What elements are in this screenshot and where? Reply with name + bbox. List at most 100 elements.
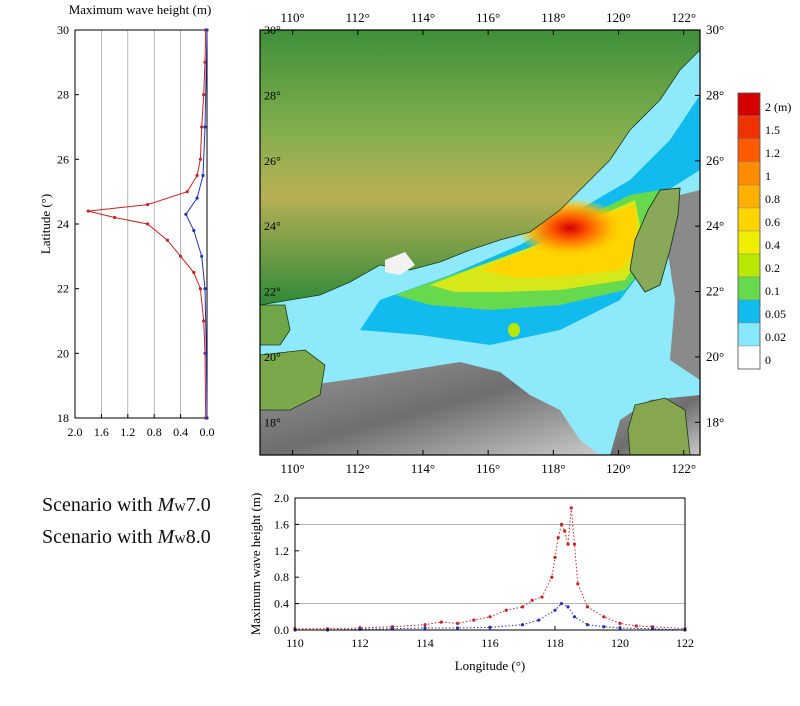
scenario-m: M <box>157 526 175 548</box>
y-tick-label: 18 <box>57 411 69 425</box>
colorbar-swatch <box>737 138 761 163</box>
scenario-mw80-label: Scenario with Mw8.0 <box>42 526 211 549</box>
data-point <box>585 623 590 627</box>
y-axis-label: Maximum wave height (m) <box>248 493 263 636</box>
y-tick-label: 1.2 <box>274 544 289 558</box>
map-inner-lat-label: 24° <box>264 219 281 233</box>
y-tick-label: 24 <box>57 217 69 231</box>
left-panel-title: Maximum wave height (m) <box>69 2 212 17</box>
colorbar-label: 1.2 <box>765 146 780 160</box>
colorbar-label: 0.1 <box>765 284 780 298</box>
map-right-lat-label: 26° <box>706 153 724 168</box>
bottom-plot-frame <box>294 497 686 631</box>
colorbar-swatch <box>737 345 761 370</box>
map-top-lon-label: 118° <box>541 10 565 25</box>
x-tick-label: 0.0 <box>200 425 215 439</box>
map-bottom-lon-label: 116° <box>476 461 500 476</box>
longitude-profile-chart: 110 112 114 116 118 120 122 0.0 0.4 0.8 1.2 1.6 2.0 L… <box>248 491 694 673</box>
colorbar-label: 1.5 <box>765 123 780 137</box>
x-tick-label: 112 <box>351 636 369 650</box>
scenario-mw70-label: Scenario with Mw7.0 <box>42 494 211 517</box>
map-bottom-lon-label: 118° <box>541 461 565 476</box>
x-tick-label: 114 <box>416 636 434 650</box>
map-bottom-lon-label: 112° <box>346 461 370 476</box>
y-tick-label: 26 <box>57 152 69 166</box>
left-profile-panel: Maximum wave height (m) 2.0 1.6 1.2 0.8 0.4 0.… <box>0 0 240 470</box>
map-right-lat-label: 24° <box>706 218 724 233</box>
colorbar-swatch <box>737 276 761 301</box>
pearl-river-delta <box>385 252 415 275</box>
x-tick-label: 1.6 <box>94 425 109 439</box>
map-inner-lat-label: 18° <box>264 415 281 429</box>
colorbar-swatch <box>737 207 761 232</box>
scenario-m: M <box>157 494 175 516</box>
data-point <box>602 625 606 629</box>
map-inner-lat-label: 22° <box>264 285 281 299</box>
y-tick-label: 22 <box>57 282 69 296</box>
left-plot-frame <box>74 29 208 419</box>
x-tick-label: 122 <box>676 636 694 650</box>
colorbar-label: 0.8 <box>765 192 780 206</box>
bottom-profile-panel: 110 112 114 116 118 120 122 0.0 0.4 0.8 1.2 1.6 2.0 L… <box>240 488 700 683</box>
scenario-sub: w <box>174 498 186 515</box>
x-tick-label: 1.2 <box>120 425 135 439</box>
data-point <box>572 542 577 546</box>
bathymetry-south <box>260 362 600 455</box>
data-point <box>563 529 567 533</box>
y-tick-label: 0.4 <box>274 597 289 611</box>
scenario-value: 7.0 <box>185 494 211 516</box>
map-inner-lat-label: 28° <box>264 88 281 102</box>
y-tick-label: 30 <box>57 23 69 37</box>
map-right-lat-label: 20° <box>706 349 724 364</box>
tsunami-map: 110° 110° 112° 112° 114° 114° 116° 116° 118° 118°… <box>259 10 724 476</box>
map-top-lon-label: 114° <box>411 10 435 25</box>
tsunami-map-panel: 110° 110° 112° 112° 114° 114° 116° 116° 118° 118°… <box>230 0 730 480</box>
scenario-sub: w <box>174 530 186 547</box>
map-top-lon-label: 120° <box>606 10 631 25</box>
x-tick-label: 118 <box>546 636 564 650</box>
colorbar-swatch <box>737 230 761 255</box>
data-point <box>455 626 460 630</box>
colorbar: 2 (m) 1.5 1.2 1 0.8 0.6 0.4 0.2 0.1 0.05 0.02 0 <box>737 92 791 370</box>
scenario-prefix: Scenario with <box>42 494 158 516</box>
colorbar-label: 0 <box>765 353 771 367</box>
data-point <box>439 620 443 624</box>
y-tick-label: 28 <box>57 88 69 102</box>
dongsha-atoll <box>508 323 520 337</box>
mw80-point-line <box>88 29 207 419</box>
y-tick-label: 0.8 <box>274 570 289 584</box>
map-top-lon-label: 122° <box>671 10 696 25</box>
colorbar-swatch <box>737 253 761 278</box>
x-tick-label: 116 <box>481 636 499 650</box>
colorbar-label: 0.05 <box>765 307 786 321</box>
y-tick-label: 2.0 <box>274 491 289 505</box>
left-y-axis-label: Latitude (°) <box>38 194 53 254</box>
x-axis-label: Longitude (°) <box>455 658 526 673</box>
mw70-point-line <box>185 29 208 419</box>
data-point <box>556 536 560 540</box>
data-point <box>566 542 570 546</box>
x-tick-label: 120 <box>611 636 629 650</box>
mainland-land <box>259 29 701 306</box>
colorbar-swatch <box>737 322 761 347</box>
scenario-prefix: Scenario with <box>42 526 158 548</box>
x-tick-label: 0.8 <box>147 425 162 439</box>
map-bottom-lon-label: 120° <box>606 461 631 476</box>
colorbar-label: 0.4 <box>765 238 780 252</box>
map-inner-lat-label: 26° <box>264 154 281 168</box>
colorbar-swatch <box>737 161 761 186</box>
colorbar-label: 2 (m) <box>765 100 791 114</box>
map-top-lon-label: 112° <box>346 10 370 25</box>
data-point <box>455 621 460 625</box>
map-right-lat-label: 18° <box>706 414 724 429</box>
map-inner-lat-label: 20° <box>264 350 281 364</box>
map-right-lat-label: 22° <box>706 284 724 299</box>
colorbar-label: 0.2 <box>765 261 780 275</box>
colorbar-swatch <box>737 92 761 117</box>
series-line <box>295 507 686 630</box>
map-inner-lat-label: 30° <box>264 23 281 37</box>
x-tick-label: 110 <box>286 636 304 650</box>
colorbar-swatch <box>737 184 761 209</box>
map-bottom-lon-label: 114° <box>411 461 435 476</box>
x-tick-label: 2.0 <box>68 425 83 439</box>
